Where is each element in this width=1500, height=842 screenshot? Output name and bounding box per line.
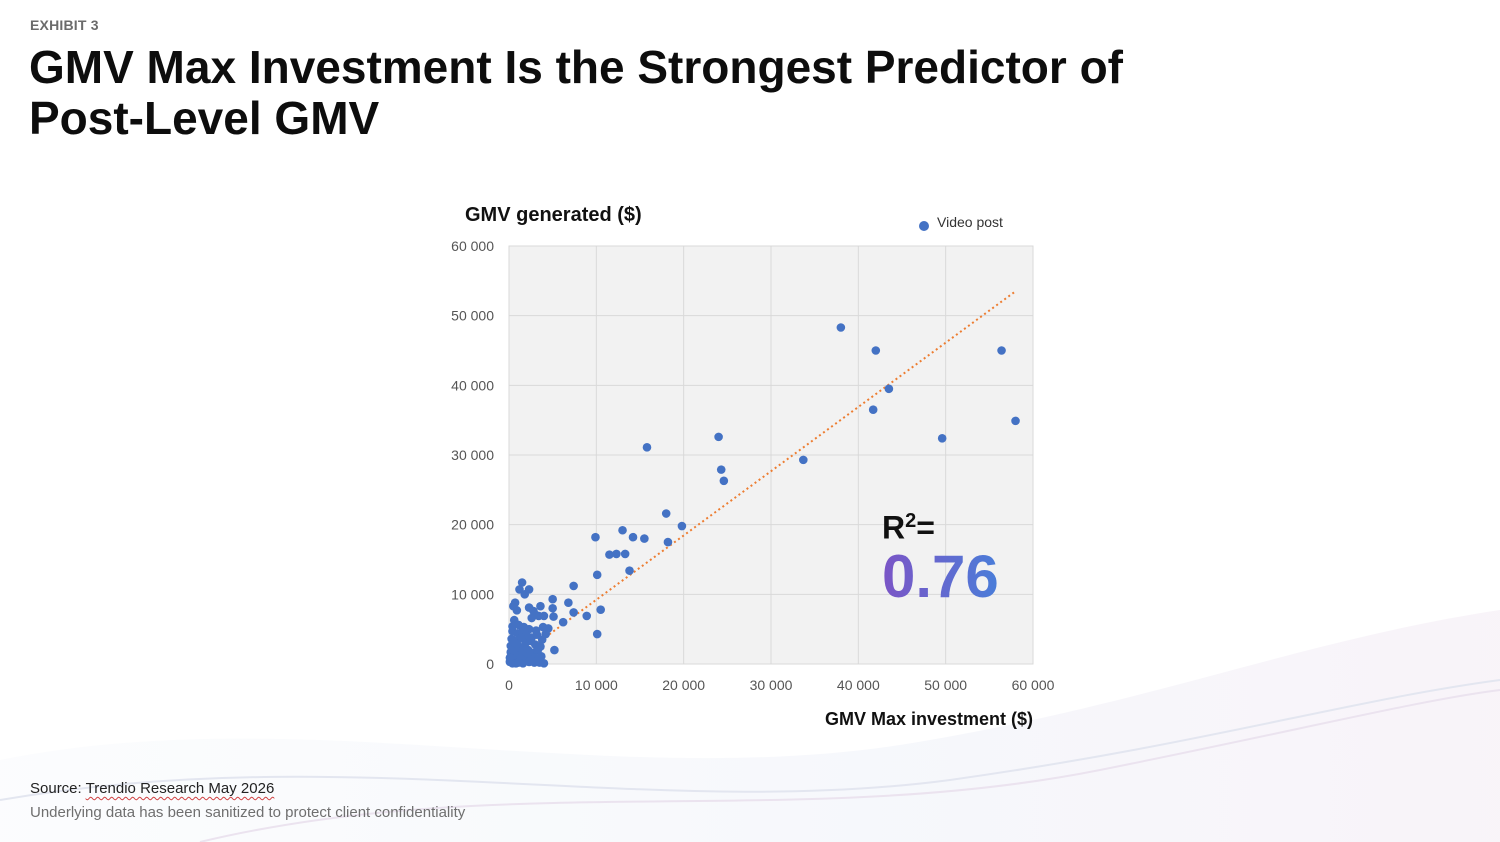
data-point (539, 611, 549, 621)
data-point (517, 578, 527, 587)
data-point (548, 594, 557, 604)
data-point (612, 549, 621, 559)
data-point (509, 645, 518, 655)
data-point (541, 629, 550, 639)
data-point (537, 652, 546, 661)
x-tick-label: 10 000 (575, 677, 618, 693)
r-squared-label: R2= (882, 503, 1022, 546)
footer-source-link: Trendio Research May 2026 (85, 780, 275, 797)
x-tick-label: 0 (505, 677, 513, 693)
footer-note: Underlying data has been sanitized to pr… (30, 804, 466, 821)
data-point (582, 611, 592, 621)
legend-label: Video post (937, 214, 1003, 230)
legend-marker (919, 221, 929, 231)
data-point (625, 566, 634, 575)
data-point (884, 384, 894, 394)
data-point (512, 639, 522, 649)
x-tick-label: 20 000 (662, 677, 705, 693)
data-point (719, 476, 729, 486)
data-point (550, 645, 559, 655)
data-point (605, 550, 614, 559)
r-squared-equals: = (916, 509, 935, 546)
y-tick-label: 40 000 (451, 377, 494, 393)
exhibit-label: EXHIBIT 3 (30, 17, 99, 33)
data-point (527, 613, 537, 623)
data-point (558, 617, 568, 627)
y-tick-label: 20 000 (451, 517, 494, 533)
data-point (514, 658, 523, 667)
data-point (596, 605, 605, 614)
x-tick-label: 50 000 (924, 677, 967, 693)
data-point (677, 521, 687, 531)
data-point (661, 509, 671, 518)
data-point (997, 346, 1006, 355)
data-point (536, 601, 545, 611)
data-point (640, 534, 649, 543)
data-point (591, 532, 600, 542)
data-point (618, 525, 627, 535)
y-tick-label: 10 000 (451, 586, 494, 602)
footer-source-prefix: Source: (30, 780, 86, 797)
data-point (663, 537, 673, 547)
page-title: GMV Max Investment Is the Strongest Pred… (29, 41, 1123, 144)
data-point (1011, 416, 1020, 426)
y-tick-label: 0 (486, 656, 494, 672)
data-point (508, 622, 517, 631)
data-point (799, 455, 808, 465)
y-tick-label: 30 000 (451, 447, 494, 463)
r-squared-value: 0.76 (882, 545, 1022, 608)
data-point (871, 346, 881, 355)
data-point (524, 585, 534, 594)
data-point (620, 549, 630, 559)
x-tick-label: 60 000 (1012, 677, 1055, 693)
data-point (533, 645, 543, 655)
data-point (642, 443, 652, 452)
data-point (549, 612, 558, 621)
data-point (628, 532, 638, 542)
y-tick-label: 60 000 (451, 238, 494, 254)
x-axis-label: GMV Max investment ($) (825, 709, 1033, 729)
data-point (836, 323, 846, 332)
x-tick-label: 40 000 (837, 677, 880, 693)
data-point (592, 629, 602, 639)
r-squared-superscript: 2 (905, 510, 917, 532)
data-point (714, 432, 723, 442)
data-point (564, 598, 573, 607)
r-squared-annotation: R2= 0.76 (882, 503, 1022, 608)
x-tick-label: 30 000 (750, 677, 793, 693)
data-point (569, 608, 578, 617)
y-axis-label: GMV generated ($) (465, 204, 642, 226)
y-tick-label: 50 000 (451, 308, 494, 324)
data-point (716, 465, 726, 474)
data-point (937, 433, 947, 443)
data-point (512, 606, 522, 615)
data-point (548, 603, 557, 613)
data-point (569, 581, 578, 591)
data-point (868, 405, 878, 415)
data-point (592, 570, 602, 580)
r-squared-r: R (882, 509, 906, 546)
footer-source: Source: Trendio Research May 2026 (30, 780, 274, 797)
